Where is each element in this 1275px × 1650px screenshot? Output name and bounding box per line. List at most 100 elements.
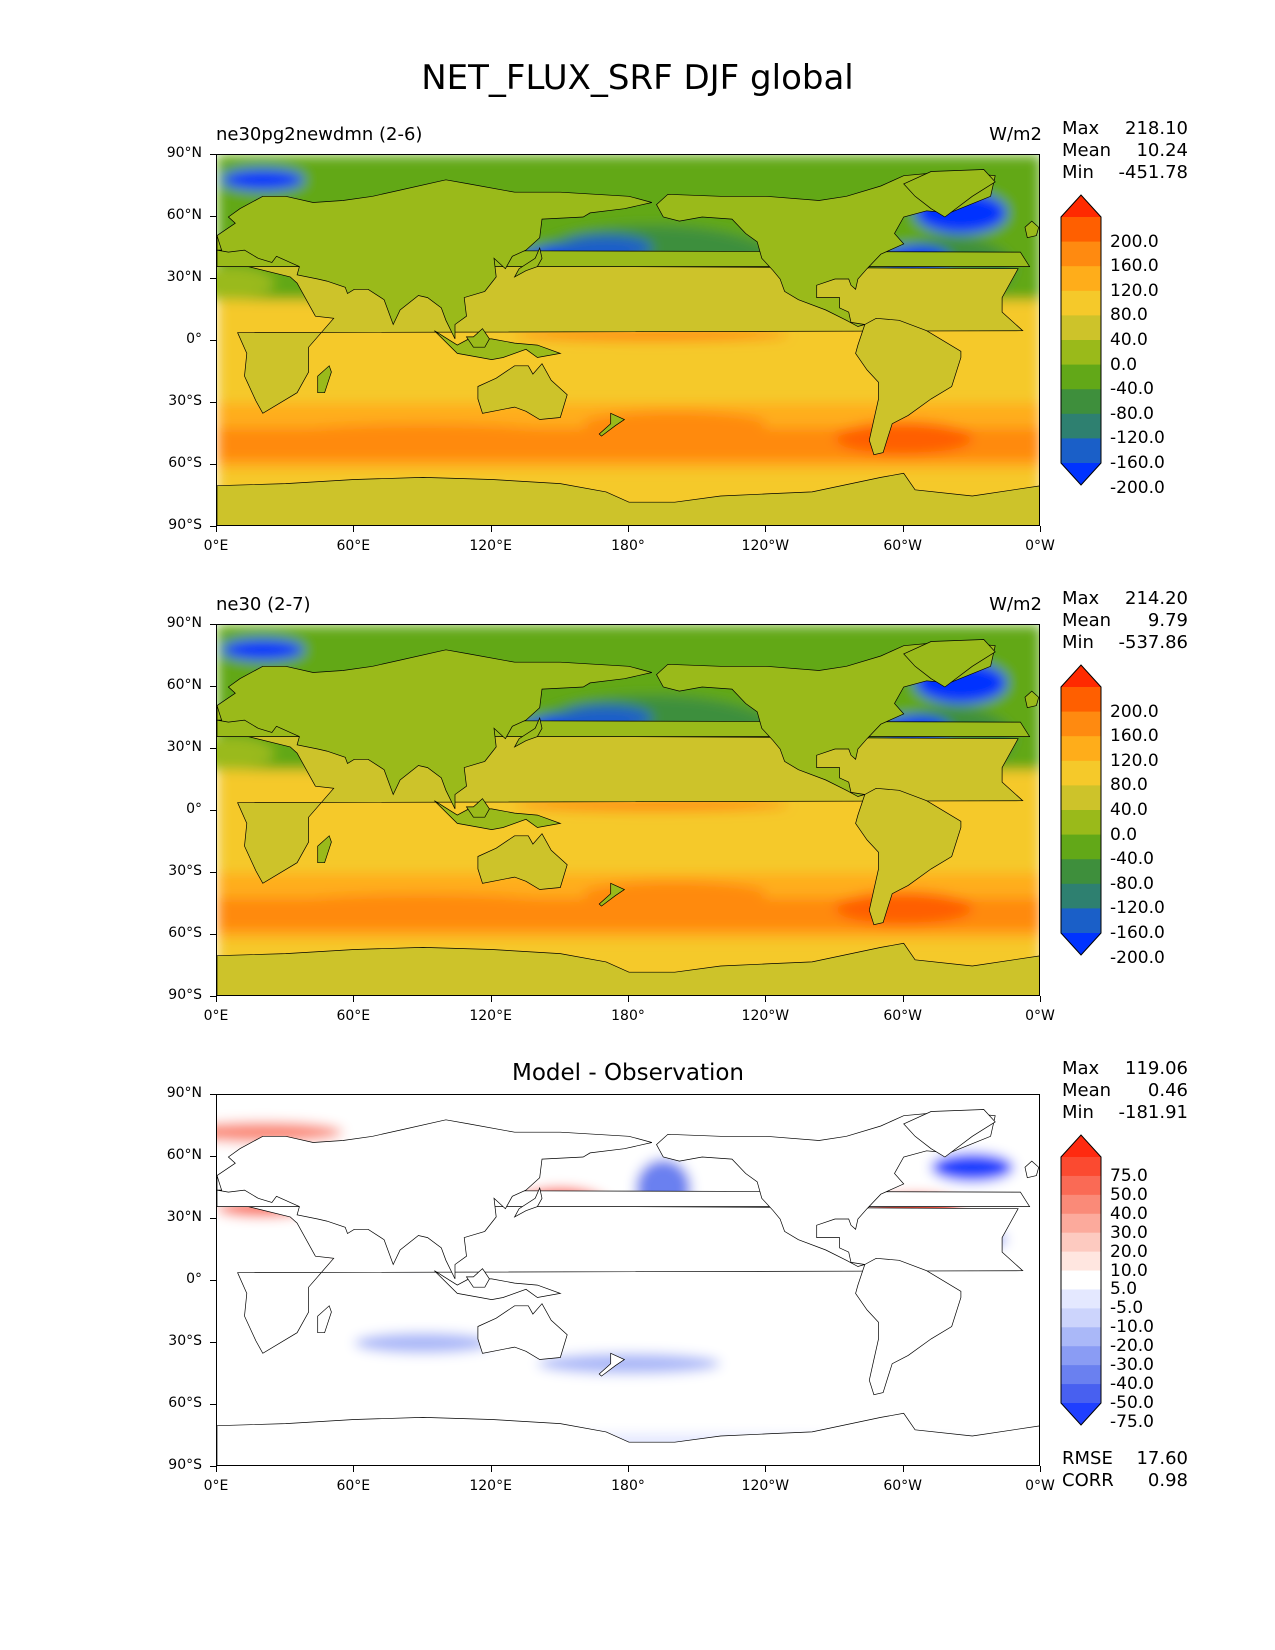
colorbar-segment	[1061, 217, 1101, 243]
land-greenland	[903, 1109, 996, 1158]
y-tick	[210, 1280, 216, 1281]
x-tick-label: 0°W	[1025, 1008, 1055, 1024]
x-tick-label: 0°W	[1025, 1478, 1055, 1494]
colorbar-level-label: -20.0	[1110, 1336, 1154, 1357]
x-tick-label: 120°W	[741, 1008, 790, 1024]
y-tick	[210, 340, 216, 341]
x-tick	[1040, 526, 1041, 532]
arctic-red	[217, 1121, 343, 1143]
warm-blob-falklands	[835, 421, 973, 455]
panel-model-2: ne30 (2-7) W/m2 Max 214.20 Mean 9.79 Min -5…	[0, 588, 1275, 1068]
colorbar-segment	[1061, 364, 1101, 390]
colorbar-segment	[1061, 883, 1101, 909]
colorbar-segment	[1061, 687, 1101, 713]
y-tick-label: 60°S	[168, 1395, 202, 1411]
x-tick	[353, 996, 355, 1002]
warm-blob-indian	[285, 423, 561, 445]
panel-title: Model - Observation	[511, 1060, 745, 1086]
x-tick-label: 60°E	[336, 538, 371, 554]
mean-label: Mean	[1062, 610, 1112, 631]
x-tick-label: 60°W	[883, 1008, 922, 1024]
land-japan	[513, 1186, 543, 1218]
y-tick	[210, 1404, 216, 1405]
colorbar-segment	[1061, 1270, 1101, 1290]
rmse-value: 17.60	[1136, 1448, 1188, 1469]
colorbar-level-label: 40.0	[1110, 800, 1148, 820]
land-japan	[513, 716, 543, 748]
warm-blob-indian	[285, 893, 561, 915]
canary-green	[217, 736, 275, 770]
colorbar-segment	[1061, 760, 1101, 786]
y-tick	[210, 1342, 216, 1343]
land-uk	[1024, 690, 1039, 709]
colorbar-level-label: -200.0	[1110, 477, 1165, 498]
land-madagascar	[317, 1305, 332, 1334]
south-pac-blue	[537, 1353, 721, 1374]
colorbar-level-label: -40.0	[1110, 849, 1154, 870]
colorbar-svg	[1060, 194, 1102, 486]
land-nz	[598, 1352, 626, 1377]
warm-blob-pacific	[583, 411, 767, 437]
min-label: Min	[1062, 1102, 1094, 1123]
colorbar-level-label: 0.0	[1110, 354, 1138, 375]
max-label: Max	[1062, 118, 1100, 139]
land-greenland	[903, 639, 996, 688]
y-tick-label: 90°S	[168, 1457, 202, 1473]
x-tick	[490, 996, 492, 1002]
y-tick-label: 30°S	[168, 393, 202, 409]
land-eurasia2	[217, 649, 652, 810]
colorbar-segment	[1061, 736, 1101, 762]
y-tick-label: 60°N	[166, 1147, 202, 1163]
colorbar-extend-max	[1061, 1135, 1101, 1157]
mean-label: Mean	[1062, 140, 1112, 161]
colorbar-segment	[1061, 1251, 1101, 1272]
mean-value: 0.46	[1147, 1080, 1188, 1101]
max-value: 119.06	[1125, 1058, 1188, 1079]
units-label: W/m2	[989, 594, 1042, 615]
y-tick-label: 30°S	[168, 863, 202, 879]
max-label: Max	[1062, 588, 1100, 609]
x-tick-label: 0°E	[203, 1008, 229, 1024]
warm-blob-pacific	[583, 881, 767, 907]
colorbar-segment	[1061, 834, 1101, 860]
y-tick-label: 90°S	[168, 517, 202, 533]
panel-model-1: ne30pg2newdmn (2-6) W/m2 Max 218.10 Mean 1…	[0, 118, 1275, 598]
colorbar-segment	[1061, 340, 1101, 366]
colorbar-level-label: -50.0	[1110, 1393, 1154, 1413]
map-plot	[216, 1094, 1040, 1466]
map-svg	[217, 155, 1039, 525]
colorbar-level-label: 50.0	[1110, 1184, 1148, 1205]
map-plot	[216, 624, 1040, 996]
x-tick-label: 120°E	[469, 1478, 512, 1494]
max-value: 214.20	[1125, 588, 1188, 609]
colorbar-level-label: 160.0	[1110, 726, 1159, 747]
x-tick-label: 180°	[611, 1008, 645, 1024]
colorbar-level-label: 120.0	[1110, 280, 1159, 301]
y-tick	[210, 402, 216, 403]
x-tick	[902, 996, 904, 1002]
x-tick-label: 60°W	[883, 538, 922, 554]
colorbar-segment	[1061, 413, 1101, 439]
x-tick-label: 60°W	[883, 1478, 922, 1494]
colorbar-level-label: -40.0	[1110, 379, 1154, 400]
land-antarctica	[217, 1412, 1039, 1465]
y-tick-label: 0°	[186, 801, 202, 817]
x-tick-label: 120°W	[741, 1478, 790, 1494]
colorbar-level-label: -120.0	[1110, 898, 1165, 919]
y-tick	[210, 216, 216, 217]
land-greenland	[903, 169, 996, 218]
colorbar-segment	[1061, 438, 1101, 464]
x-tick-label: 60°E	[336, 1008, 371, 1024]
x-tick	[628, 996, 629, 1002]
colorbar-segment	[1061, 1213, 1101, 1234]
y-tick-label: 0°	[186, 331, 202, 347]
colorbar-extend-max	[1061, 195, 1101, 217]
colorbar-svg	[1060, 1134, 1102, 1426]
x-tick-label: 0°E	[203, 538, 229, 554]
colorbar-segment	[1061, 1384, 1101, 1404]
colorbar-extend-min	[1061, 1403, 1101, 1425]
y-tick	[210, 278, 216, 279]
colorbar-segment	[1061, 1232, 1101, 1253]
colorbar-segment	[1061, 315, 1101, 341]
mean-value: 10.24	[1136, 140, 1188, 161]
